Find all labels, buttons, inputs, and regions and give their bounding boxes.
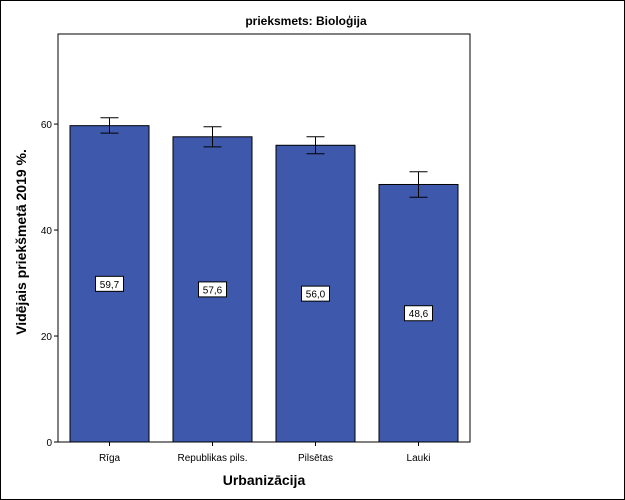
y-tick-label: 0 (46, 438, 52, 449)
y-tick-label: 40 (41, 226, 53, 237)
plot-area: 0 20 40 60 Rīga 59,7 Republikas pils. 57,6 Pilsē… (41, 33, 471, 464)
data-label-box (95, 275, 124, 292)
y-tick-label: 60 (41, 120, 53, 131)
data-label: 57,6 (203, 285, 223, 296)
data-label-box (198, 281, 227, 298)
x-tick-label: Republikas pils. (177, 453, 247, 464)
data-label-box (404, 305, 433, 322)
data-label: 59,7 (100, 280, 120, 291)
y-tick-label: 20 (41, 332, 53, 343)
x-tick-label: Pilsētas (298, 453, 333, 464)
x-axis-title: Urbanizācija (223, 472, 306, 488)
data-label: 56,0 (306, 290, 326, 301)
data-label-box (301, 285, 330, 302)
data-label: 48,6 (409, 309, 429, 320)
y-axis-title: Vidējais priekšmetā 2019 %. (13, 149, 29, 335)
chart-title: prieksmets: Bioloģija (245, 14, 367, 28)
x-tick-label: Lauki (407, 453, 431, 464)
x-tick-label: Rīga (99, 453, 121, 464)
